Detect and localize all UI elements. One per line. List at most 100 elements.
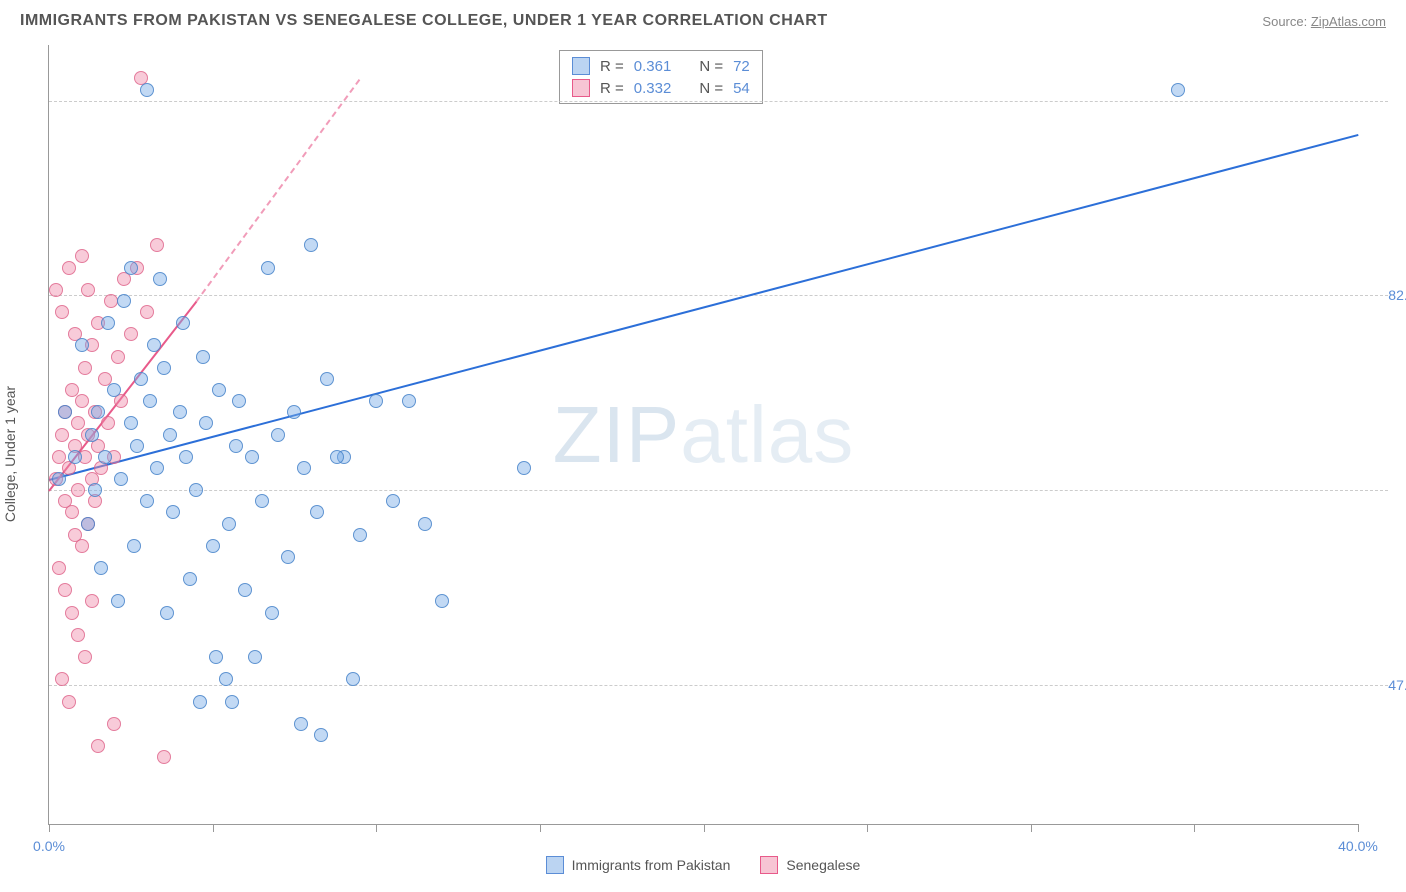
x-tick-label: 0.0% bbox=[33, 838, 65, 854]
data-point bbox=[199, 416, 213, 430]
data-point bbox=[143, 394, 157, 408]
data-point bbox=[71, 628, 85, 642]
data-point bbox=[127, 539, 141, 553]
data-point bbox=[140, 305, 154, 319]
x-tick bbox=[376, 824, 377, 832]
data-point bbox=[353, 528, 367, 542]
trend-line bbox=[195, 79, 360, 303]
data-point bbox=[225, 695, 239, 709]
data-point bbox=[179, 450, 193, 464]
data-point bbox=[104, 294, 118, 308]
data-point bbox=[297, 461, 311, 475]
data-point bbox=[117, 294, 131, 308]
data-point bbox=[49, 283, 63, 297]
data-point bbox=[435, 594, 449, 608]
r-value: 0.361 bbox=[634, 58, 672, 75]
data-point bbox=[62, 695, 76, 709]
x-tick bbox=[540, 824, 541, 832]
data-point bbox=[114, 472, 128, 486]
data-point bbox=[517, 461, 531, 475]
legend-item: Senegalese bbox=[760, 856, 860, 874]
data-point bbox=[111, 350, 125, 364]
y-tick-label: 47.5% bbox=[1368, 677, 1406, 693]
data-point bbox=[1171, 83, 1185, 97]
data-point bbox=[98, 450, 112, 464]
data-point bbox=[310, 505, 324, 519]
data-point bbox=[402, 394, 416, 408]
swatch-icon bbox=[572, 79, 590, 97]
data-point bbox=[271, 428, 285, 442]
data-point bbox=[153, 272, 167, 286]
data-point bbox=[91, 739, 105, 753]
watermark: ZIPatlas bbox=[553, 389, 854, 481]
data-point bbox=[163, 428, 177, 442]
x-tick-label: 40.0% bbox=[1338, 838, 1378, 854]
data-point bbox=[62, 261, 76, 275]
data-point bbox=[58, 583, 72, 597]
x-tick bbox=[1358, 824, 1359, 832]
x-tick bbox=[1194, 824, 1195, 832]
data-point bbox=[55, 428, 69, 442]
data-point bbox=[261, 261, 275, 275]
swatch-icon bbox=[760, 856, 778, 874]
n-label: N = bbox=[699, 58, 723, 75]
data-point bbox=[55, 305, 69, 319]
data-point bbox=[281, 550, 295, 564]
source-link[interactable]: ZipAtlas.com bbox=[1311, 14, 1386, 29]
data-point bbox=[157, 750, 171, 764]
chart-title: IMMIGRANTS FROM PAKISTAN VS SENEGALESE C… bbox=[20, 12, 828, 30]
legend-row: R = 0.332 N = 54 bbox=[572, 77, 750, 99]
data-point bbox=[196, 350, 210, 364]
chart-area: ZIPatlas R = 0.361 N = 72 R = 0.332 N = bbox=[48, 45, 1358, 825]
data-point bbox=[81, 517, 95, 531]
data-point bbox=[81, 283, 95, 297]
data-point bbox=[176, 316, 190, 330]
data-point bbox=[52, 561, 66, 575]
data-point bbox=[85, 428, 99, 442]
n-value: 72 bbox=[733, 58, 750, 75]
data-point bbox=[212, 383, 226, 397]
data-point bbox=[55, 672, 69, 686]
data-point bbox=[209, 650, 223, 664]
y-axis-label: College, Under 1 year bbox=[2, 386, 18, 522]
source-attribution: Source: ZipAtlas.com bbox=[1262, 14, 1386, 29]
grid-line bbox=[49, 685, 1388, 686]
data-point bbox=[107, 717, 121, 731]
data-point bbox=[255, 494, 269, 508]
data-point bbox=[320, 372, 334, 386]
data-point bbox=[193, 695, 207, 709]
data-point bbox=[94, 561, 108, 575]
data-point bbox=[111, 594, 125, 608]
data-point bbox=[294, 717, 308, 731]
data-point bbox=[287, 405, 301, 419]
r-value: 0.332 bbox=[634, 80, 672, 97]
legend-item: Immigrants from Pakistan bbox=[546, 856, 731, 874]
data-point bbox=[71, 483, 85, 497]
data-point bbox=[140, 83, 154, 97]
data-point bbox=[346, 672, 360, 686]
data-point bbox=[91, 405, 105, 419]
data-point bbox=[265, 606, 279, 620]
data-point bbox=[124, 327, 138, 341]
data-point bbox=[75, 394, 89, 408]
data-point bbox=[147, 338, 161, 352]
data-point bbox=[248, 650, 262, 664]
data-point bbox=[245, 450, 259, 464]
data-point bbox=[124, 261, 138, 275]
legend-label: Immigrants from Pakistan bbox=[572, 857, 731, 873]
grid-line bbox=[49, 295, 1388, 296]
header: IMMIGRANTS FROM PAKISTAN VS SENEGALESE C… bbox=[20, 12, 1386, 30]
data-point bbox=[166, 505, 180, 519]
grid-line bbox=[49, 490, 1388, 491]
legend-row: R = 0.361 N = 72 bbox=[572, 55, 750, 77]
data-point bbox=[238, 583, 252, 597]
x-tick bbox=[1031, 824, 1032, 832]
chart-container: IMMIGRANTS FROM PAKISTAN VS SENEGALESE C… bbox=[0, 0, 1406, 892]
data-point bbox=[222, 517, 236, 531]
swatch-icon bbox=[572, 57, 590, 75]
data-point bbox=[65, 606, 79, 620]
grid-line bbox=[49, 101, 1388, 102]
data-point bbox=[75, 338, 89, 352]
data-point bbox=[78, 650, 92, 664]
series-legend: Immigrants from Pakistan Senegalese bbox=[0, 856, 1406, 874]
